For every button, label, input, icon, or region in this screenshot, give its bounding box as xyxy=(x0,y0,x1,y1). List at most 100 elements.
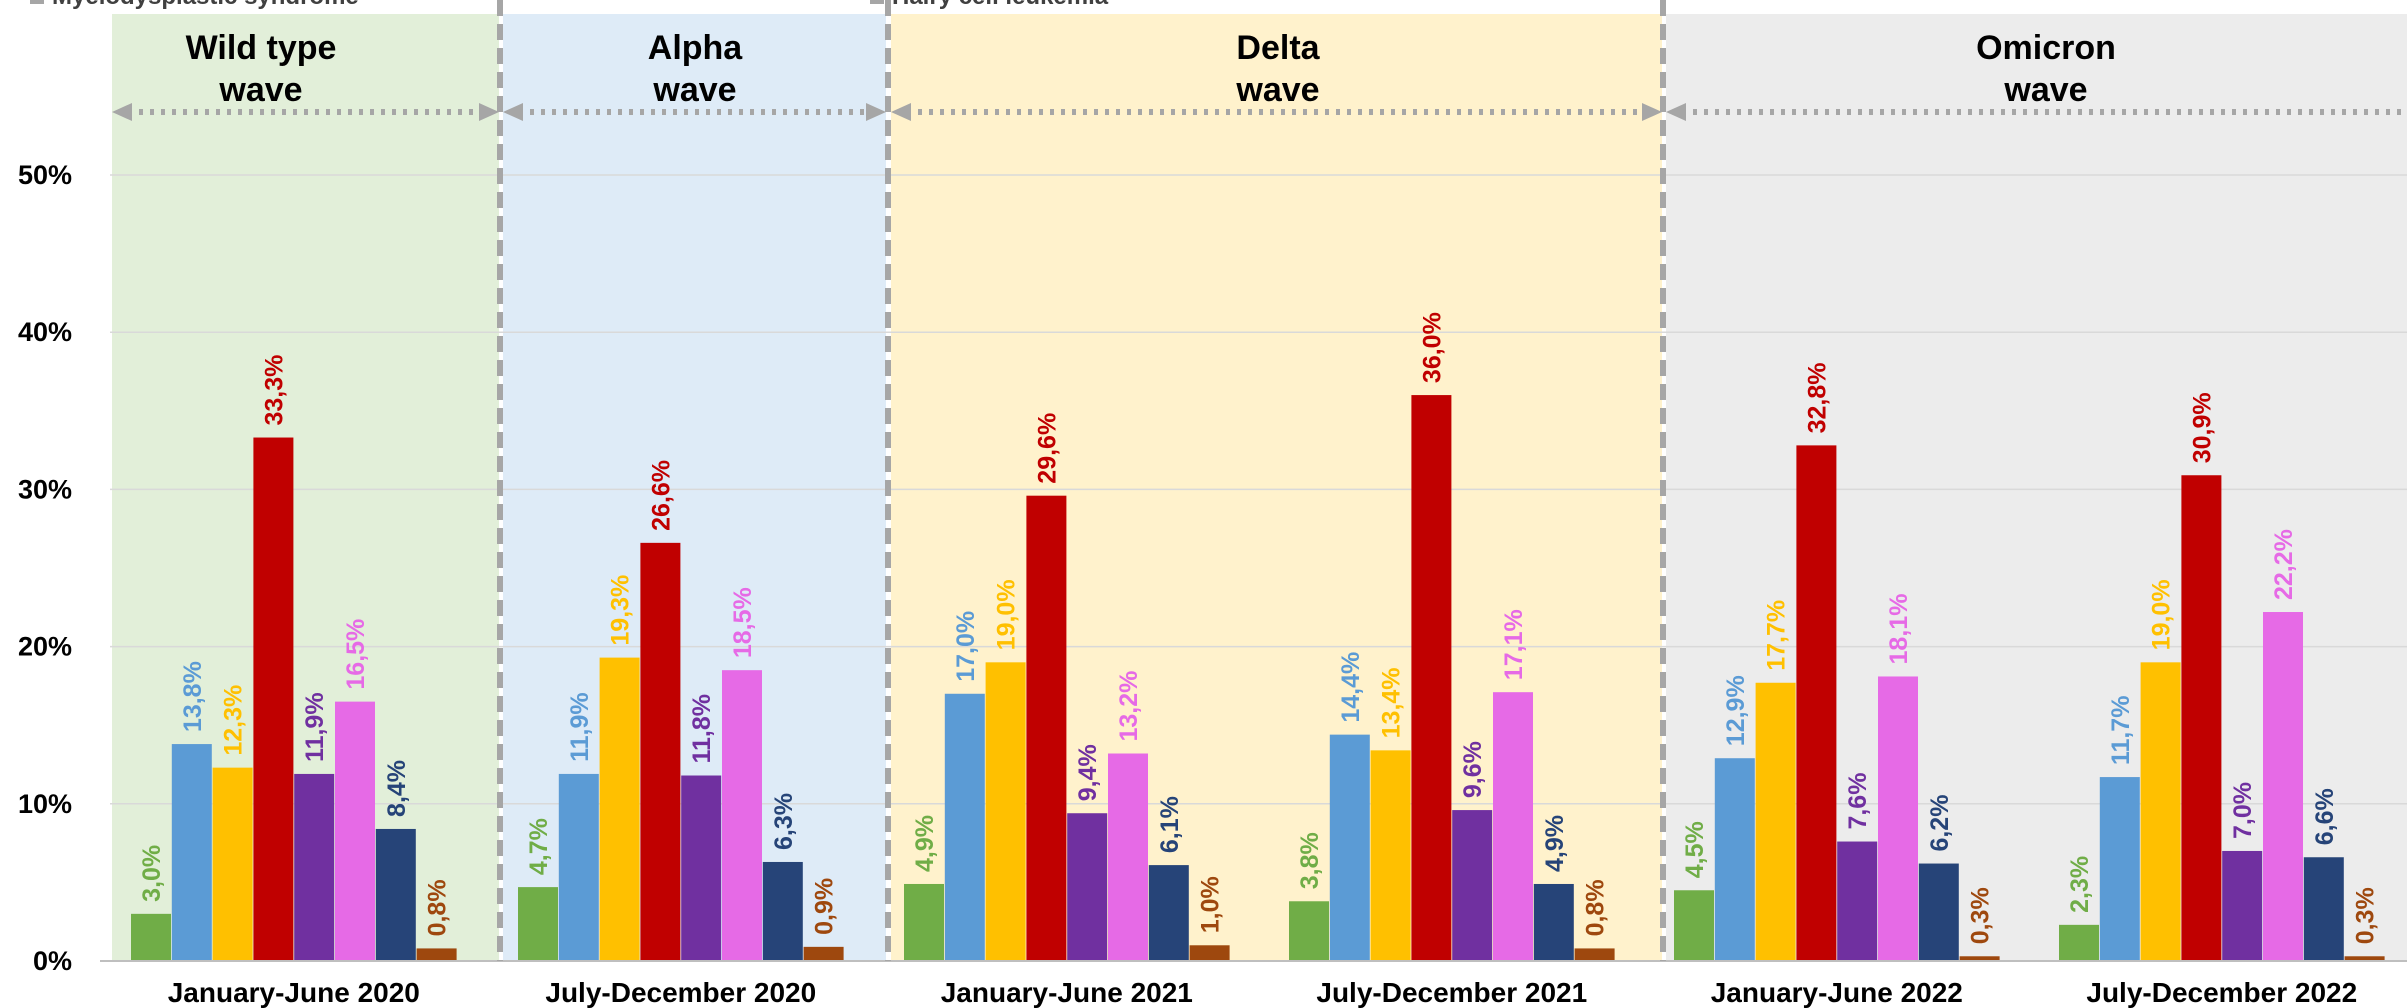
bar-data-label: 4,5% xyxy=(1681,821,1709,878)
bar-data-label: 19,0% xyxy=(2148,579,2176,650)
wave-title-line2: wave xyxy=(652,71,736,109)
bar-data-label: 19,3% xyxy=(607,575,635,646)
bar-data-label: 3,0% xyxy=(138,845,166,902)
bar xyxy=(1674,890,1714,961)
wave-backgrounds xyxy=(112,14,2407,961)
bar xyxy=(904,883,944,961)
bar xyxy=(1411,395,1452,962)
bar xyxy=(558,773,599,961)
bar-data-label: 17,1% xyxy=(1500,609,1528,680)
x-category-label: July-December 2020 xyxy=(545,977,816,1008)
arrow-head-left xyxy=(503,103,523,121)
bar xyxy=(1067,813,1108,961)
bar-data-label: 30,9% xyxy=(2188,392,2216,463)
wave-span-arrow xyxy=(112,103,499,121)
bar xyxy=(1918,863,1959,961)
bar-data-label: 33,3% xyxy=(260,355,288,426)
bar xyxy=(1714,758,1755,961)
bar xyxy=(762,861,803,961)
bar-data-label: 7,0% xyxy=(2229,782,2257,839)
bar xyxy=(1755,682,1796,961)
bar xyxy=(1574,948,1615,961)
bar xyxy=(2344,956,2385,961)
bar xyxy=(599,657,640,961)
bar xyxy=(803,946,844,961)
bar-data-label: 7,6% xyxy=(1844,773,1872,830)
bar-data-label: 1,0% xyxy=(1197,876,1225,933)
bar xyxy=(722,670,762,961)
arrow-head-right xyxy=(1642,103,1662,121)
bar-data-label: 13,4% xyxy=(1378,667,1406,738)
bar-data-label: 2,3% xyxy=(2066,856,2094,913)
bar xyxy=(1878,676,1918,961)
bar xyxy=(1370,750,1411,961)
bar-data-label: 8,4% xyxy=(383,760,411,817)
x-axis: January-June 2020 July-December 2020 Janua… xyxy=(100,960,2407,1008)
bar xyxy=(1493,692,1533,961)
bar xyxy=(416,948,457,961)
bar-data-label: 0,8% xyxy=(424,879,452,936)
bar-data-label: 13,8% xyxy=(179,661,207,732)
x-category-label: January-June 2021 xyxy=(941,977,1193,1008)
legend-label: Myelodysplastic syndrome xyxy=(52,0,359,10)
bar-data-label: 6,6% xyxy=(2311,788,2339,845)
bar-data-label: 17,0% xyxy=(952,611,980,682)
bar xyxy=(640,542,681,961)
wave-arrows xyxy=(112,103,2404,121)
wave-span-arrow xyxy=(503,103,886,121)
bar xyxy=(1837,841,1878,961)
bar xyxy=(944,693,985,961)
bar-data-label: 26,6% xyxy=(647,460,675,531)
bar-data-label: 12,3% xyxy=(220,685,248,756)
bar-data-label: 18,5% xyxy=(729,587,757,658)
y-tick-label: 20% xyxy=(18,632,72,662)
bar-data-label: 11,7% xyxy=(2107,696,2135,766)
wave-span-arrow xyxy=(1666,103,2404,121)
bar xyxy=(2140,662,2181,961)
bar-data-label: 36,0% xyxy=(1418,312,1446,383)
bar-data-label: 0,3% xyxy=(1967,887,1995,944)
wave-title-line1: Delta xyxy=(1236,29,1320,67)
bar-data-label: 9,4% xyxy=(1074,744,1102,801)
bar xyxy=(1148,865,1189,961)
wave-title-line2: wave xyxy=(2003,71,2087,109)
bar xyxy=(131,913,171,961)
legend-label: Hairy cell leukemia xyxy=(892,0,1109,10)
bar xyxy=(1189,945,1230,961)
wave-title-line2: wave xyxy=(218,71,302,109)
bar xyxy=(2263,612,2303,961)
bar xyxy=(171,744,212,961)
bar xyxy=(212,767,253,961)
y-tick-label: 10% xyxy=(18,789,72,819)
bar-data-label: 13,2% xyxy=(1115,671,1143,742)
bar xyxy=(518,887,558,961)
arrow-head-right xyxy=(866,103,886,121)
bar-data-label: 0,9% xyxy=(811,878,839,935)
legend-swatch xyxy=(870,0,884,4)
data-labels: 3,0% 13,8% 12,3% 33,3% 11,9% 16,5% 8,4% 0,8% 4,7… xyxy=(138,312,2380,944)
wave-span-arrow xyxy=(891,103,1662,121)
x-category-label: July-December 2022 xyxy=(2086,977,2357,1008)
bars xyxy=(131,395,2385,962)
bar-data-label: 32,8% xyxy=(1803,362,1831,433)
bar xyxy=(681,775,722,961)
bar-data-label: 3,8% xyxy=(1296,832,1324,889)
bar xyxy=(375,828,416,961)
bar-data-label: 6,2% xyxy=(1926,795,1954,852)
arrow-head-left xyxy=(1666,103,1686,121)
arrow-head-left xyxy=(112,103,132,121)
wave-title-line1: Alpha xyxy=(648,29,744,67)
bar xyxy=(2222,850,2263,961)
y-tick-label: 40% xyxy=(18,317,72,347)
legend-swatch xyxy=(30,0,44,4)
wave-dividers xyxy=(497,0,1666,961)
x-category-label: January-June 2020 xyxy=(168,977,420,1008)
y-axis: 0% 10% 20% 30% 40% 50% xyxy=(18,160,72,976)
bar-data-label: 17,7% xyxy=(1763,600,1791,671)
bar xyxy=(1329,734,1370,961)
bar-data-label: 0,8% xyxy=(1582,879,1610,936)
y-tick-label: 0% xyxy=(33,946,72,976)
bar-data-label: 6,3% xyxy=(770,793,798,850)
bar-data-label: 0,3% xyxy=(2352,887,2380,944)
